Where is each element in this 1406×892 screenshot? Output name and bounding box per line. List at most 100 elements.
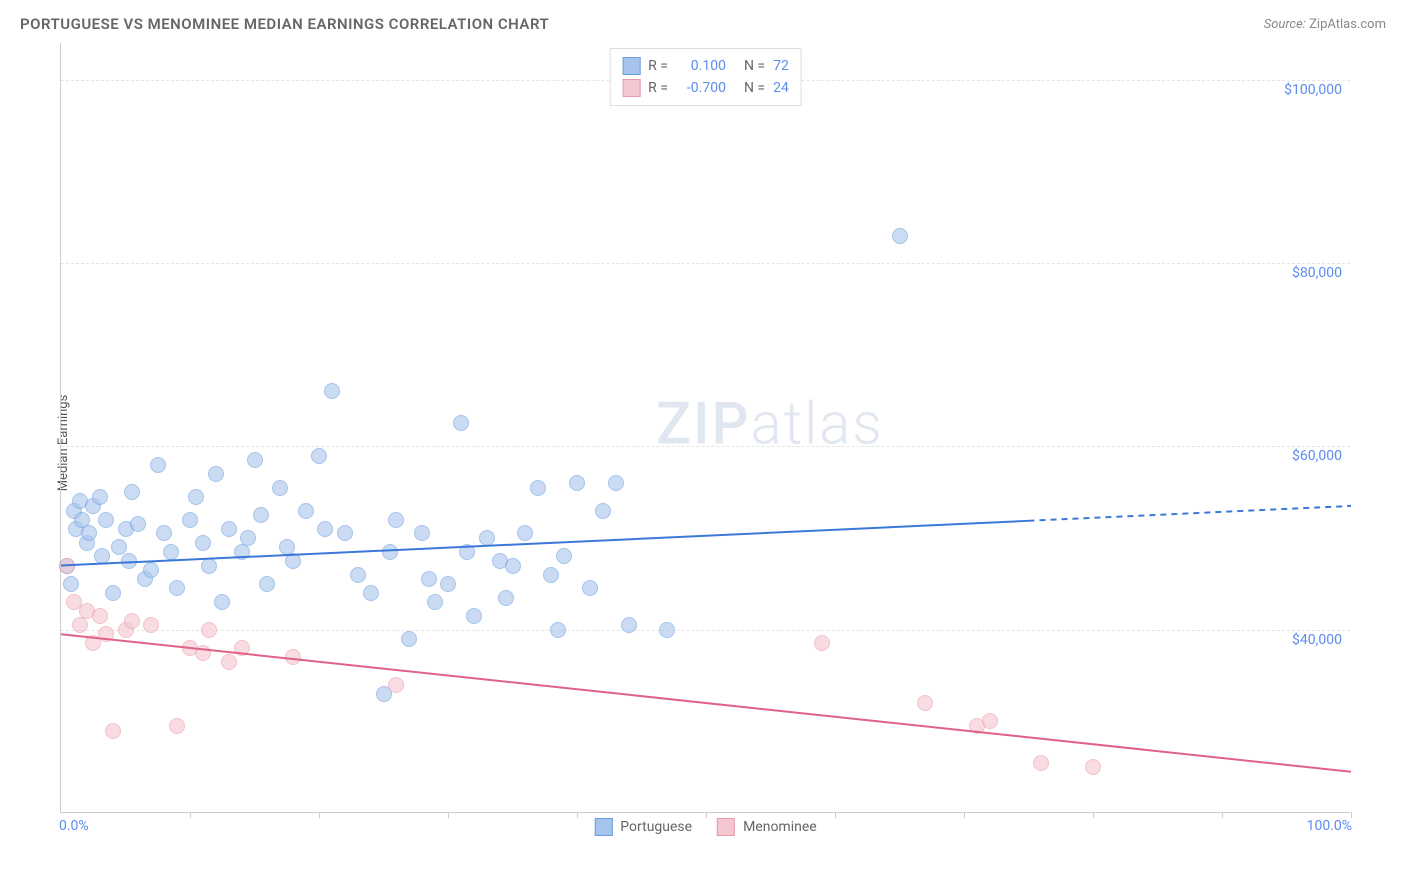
data-point (517, 525, 533, 541)
data-point (466, 608, 482, 624)
data-point (81, 525, 97, 541)
y-tick-label: $40,000 (1292, 632, 1342, 648)
data-point (982, 713, 998, 729)
data-point (201, 558, 217, 574)
data-point (105, 723, 121, 739)
series-legend-item: Portuguese (594, 818, 692, 836)
data-point (143, 617, 159, 633)
x-tick (964, 812, 965, 818)
watermark: ZIPatlas (656, 390, 884, 458)
legend-swatch (717, 818, 735, 836)
legend-row: R =-0.700N =24 (622, 77, 789, 99)
data-point (150, 457, 166, 473)
x-tick (448, 812, 449, 818)
x-axis-min-label: 0.0% (59, 818, 89, 834)
data-point (595, 503, 611, 519)
data-point (130, 516, 146, 532)
gridline (61, 263, 1350, 264)
data-point (234, 640, 250, 656)
data-point (440, 576, 456, 592)
data-point (1085, 759, 1101, 775)
data-point (363, 585, 379, 601)
data-point (182, 512, 198, 528)
data-point (285, 649, 301, 665)
x-tick (706, 812, 707, 818)
n-label: N = (744, 80, 765, 96)
y-tick-label: $60,000 (1292, 448, 1342, 464)
n-value: 72 (773, 58, 789, 74)
series-legend-item: Menominee (717, 818, 817, 836)
data-point (59, 558, 75, 574)
data-point (550, 622, 566, 638)
y-tick-label: $100,000 (1284, 82, 1342, 98)
data-point (221, 521, 237, 537)
data-point (169, 718, 185, 734)
series-legend: Portuguese Menominee (594, 818, 816, 836)
data-point (459, 544, 475, 560)
data-point (388, 677, 404, 693)
data-point (388, 512, 404, 528)
data-point (92, 489, 108, 505)
legend-swatch (622, 57, 640, 75)
data-point (105, 585, 121, 601)
data-point (414, 525, 430, 541)
data-point (427, 594, 443, 610)
gridline (61, 446, 1350, 447)
data-point (124, 613, 140, 629)
source-attribution: Source: ZipAtlas.com (1264, 17, 1386, 32)
data-point (272, 480, 288, 496)
plot-area: ZIPatlas R =0.100N =72R =-0.700N =24 0.0… (60, 43, 1350, 813)
data-point (92, 608, 108, 624)
data-point (98, 626, 114, 642)
data-point (350, 567, 366, 583)
x-tick (319, 812, 320, 818)
data-point (311, 448, 327, 464)
x-tick (835, 812, 836, 818)
data-point (98, 512, 114, 528)
data-point (63, 576, 79, 592)
data-point (201, 622, 217, 638)
data-point (659, 622, 675, 638)
data-point (892, 228, 908, 244)
data-point (72, 617, 88, 633)
data-point (169, 580, 185, 596)
x-tick (577, 812, 578, 818)
data-point (214, 594, 230, 610)
data-point (195, 535, 211, 551)
n-value: 24 (773, 80, 789, 96)
data-point (324, 383, 340, 399)
data-point (253, 507, 269, 523)
data-point (814, 635, 830, 651)
source-value: ZipAtlas.com (1309, 17, 1386, 32)
data-point (188, 489, 204, 505)
data-point (582, 580, 598, 596)
r-value: 0.100 (676, 58, 726, 74)
data-point (221, 654, 237, 670)
data-point (608, 475, 624, 491)
data-point (298, 503, 314, 519)
data-point (401, 631, 417, 647)
data-point (163, 544, 179, 560)
series-name: Portuguese (620, 819, 692, 835)
x-tick (1351, 812, 1352, 818)
data-point (505, 558, 521, 574)
data-point (259, 576, 275, 592)
data-point (530, 480, 546, 496)
gridline (61, 630, 1350, 631)
data-point (621, 617, 637, 633)
data-point (569, 475, 585, 491)
data-point (337, 525, 353, 541)
legend-swatch (622, 79, 640, 97)
data-point (121, 553, 137, 569)
chart-container: PORTUGUESE VS MENOMINEE MEDIAN EARNINGS … (0, 0, 1406, 892)
data-point (498, 590, 514, 606)
data-point (382, 544, 398, 560)
source-label: Source: (1264, 17, 1306, 32)
correlation-legend: R =0.100N =72R =-0.700N =24 (609, 48, 802, 106)
data-point (208, 466, 224, 482)
data-point (917, 695, 933, 711)
r-value: -0.700 (676, 80, 726, 96)
x-axis-max-label: 100.0% (1307, 818, 1352, 834)
data-point (195, 645, 211, 661)
data-point (111, 539, 127, 555)
